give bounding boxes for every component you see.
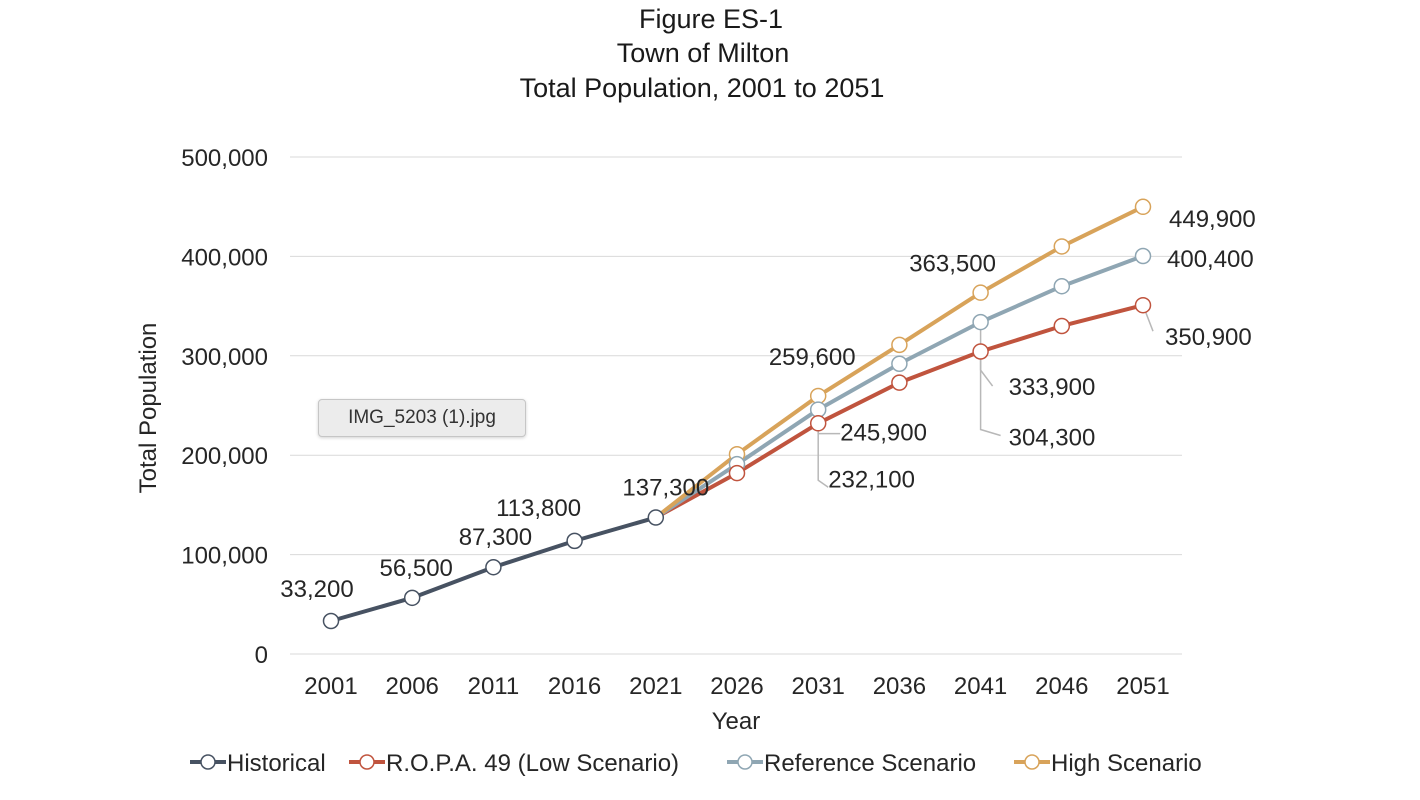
data-point-marker xyxy=(1134,296,1152,314)
data-label: 259,600 xyxy=(769,344,856,371)
legend-item: High Scenario xyxy=(1014,750,1202,777)
y-tick-label: 400,000 xyxy=(181,244,268,271)
data-point-marker xyxy=(1053,238,1071,255)
legend-swatch-marker xyxy=(200,754,216,770)
x-tick-label: 2026 xyxy=(710,673,763,700)
data-point-marker xyxy=(1134,198,1152,216)
legend-item: Historical xyxy=(190,750,326,777)
x-tick-label: 2011 xyxy=(468,673,520,700)
data-label: 113,800 xyxy=(496,495,581,522)
data-point-marker xyxy=(647,509,665,526)
data-label: 350,900 xyxy=(1165,324,1252,351)
data-label: 137,300 xyxy=(622,475,709,502)
data-label: 449,900 xyxy=(1169,206,1256,233)
data-label: 304,300 xyxy=(1009,425,1096,452)
data-point-marker xyxy=(1053,317,1071,335)
legend-label: Historical xyxy=(227,750,326,777)
legend-label: R.O.P.A. 49 (Low Scenario) xyxy=(386,750,679,777)
data-point-marker xyxy=(809,401,827,418)
data-label: 33,200 xyxy=(280,576,353,603)
x-tick-label: 2041 xyxy=(954,673,1007,700)
x-tick-label: 2051 xyxy=(1116,673,1169,700)
data-label: 333,900 xyxy=(1009,374,1096,401)
data-label: 245,900 xyxy=(840,420,927,447)
data-point-marker xyxy=(891,355,908,373)
y-tick-label: 200,000 xyxy=(181,443,268,470)
data-label: 232,100 xyxy=(828,466,915,493)
legend-label: High Scenario xyxy=(1051,750,1202,777)
y-axis-label: Total Population xyxy=(135,323,162,494)
legend: Historical R.O.P.A. 49 (Low Scenario) Refe… xyxy=(190,750,1202,777)
series-markers xyxy=(322,198,1152,630)
data-label: 87,300 xyxy=(459,524,532,551)
x-tick-label: 2031 xyxy=(792,673,845,700)
data-point-marker xyxy=(809,415,827,432)
legend-item: R.O.P.A. 49 (Low Scenario) xyxy=(349,750,679,777)
y-tick-label: 300,000 xyxy=(181,344,268,371)
data-label: 56,500 xyxy=(379,555,452,582)
file-name-tooltip: IMG_5203 (1).jpg xyxy=(318,399,526,437)
chart-title-line-2: Town of Milton xyxy=(617,38,790,68)
data-point-marker xyxy=(1053,277,1071,295)
chart-title-line-3: Total Population, 2001 to 2051 xyxy=(520,73,885,103)
x-tick-label: 2006 xyxy=(386,673,439,700)
x-axis-ticks: 2001 2006 2011 2016 2021 2026 2031 2036 2041 2046… xyxy=(304,673,1169,700)
data-point-marker xyxy=(972,343,989,360)
label-leader-line xyxy=(979,351,1001,437)
data-point-marker xyxy=(566,532,583,550)
data-label: 400,400 xyxy=(1167,246,1254,273)
legend-item: Reference Scenario xyxy=(727,750,976,777)
x-tick-label: 2016 xyxy=(548,673,601,700)
data-point-marker xyxy=(891,336,908,354)
y-tick-label: 0 xyxy=(255,642,268,669)
x-axis-label: Year xyxy=(712,708,761,735)
legend-swatch-marker xyxy=(359,754,375,770)
data-point-marker xyxy=(322,612,340,630)
legend-label: Reference Scenario xyxy=(764,750,976,777)
chart-title: Figure ES-1 Town of Milton Total Populat… xyxy=(520,4,885,103)
legend-swatch-marker xyxy=(1024,754,1040,770)
x-tick-label: 2046 xyxy=(1035,673,1088,700)
data-point-marker xyxy=(972,313,989,331)
x-tick-label: 2036 xyxy=(873,673,926,700)
y-tick-label: 100,000 xyxy=(181,543,268,570)
data-point-marker xyxy=(1134,247,1152,265)
x-tick-label: 2021 xyxy=(629,673,682,700)
data-point-marker xyxy=(809,387,827,405)
y-axis-ticks: 0 100,000 200,000 300,000 400,000 500,000 xyxy=(181,145,268,669)
data-point-marker xyxy=(403,589,421,607)
label-leader-line xyxy=(817,423,829,488)
data-point-marker xyxy=(485,558,502,576)
legend-swatch-marker xyxy=(737,754,753,770)
data-point-marker xyxy=(728,464,746,482)
data-point-marker xyxy=(891,374,908,391)
data-label: 363,500 xyxy=(909,251,996,278)
data-point-marker xyxy=(972,284,989,301)
x-tick-label: 2001 xyxy=(304,673,357,700)
chart-title-line-1: Figure ES-1 xyxy=(639,4,783,34)
y-tick-label: 500,000 xyxy=(181,145,268,172)
